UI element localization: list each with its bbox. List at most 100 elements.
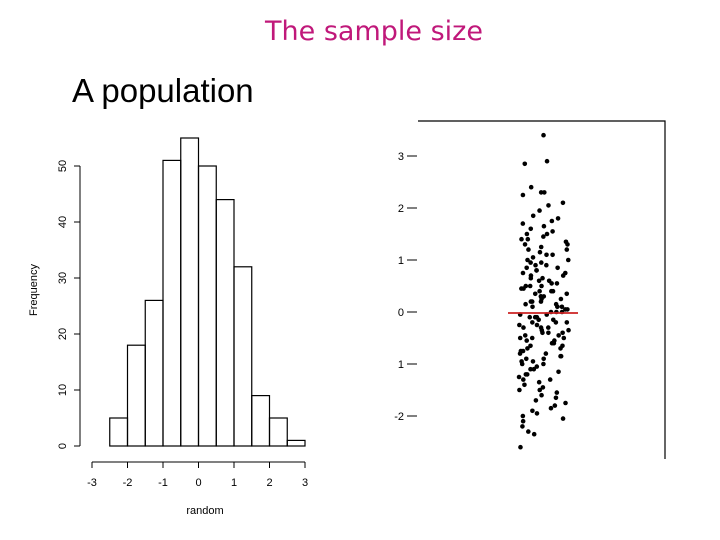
strip-point xyxy=(538,299,544,304)
strip-point xyxy=(517,387,522,393)
strip-point xyxy=(516,374,522,380)
strip-point xyxy=(556,333,561,338)
strip-point xyxy=(534,411,540,416)
strip-point xyxy=(528,226,534,232)
histogram-y-tick-label: 40 xyxy=(57,216,69,228)
strip-point xyxy=(538,190,544,195)
strip-point xyxy=(529,335,535,341)
strip-point xyxy=(565,242,570,247)
strip-point xyxy=(538,244,544,250)
strip-point xyxy=(534,322,540,328)
strip-point xyxy=(530,408,535,414)
strip-point xyxy=(522,382,527,388)
strip-point xyxy=(553,320,559,325)
strip-point xyxy=(519,236,524,242)
strip-point xyxy=(524,372,530,377)
histogram-x-tick-label: 3 xyxy=(302,477,308,489)
strip-point xyxy=(554,281,560,286)
slide-subtitle: A population xyxy=(72,72,254,109)
strip-point xyxy=(525,257,530,263)
strip-point xyxy=(563,307,568,312)
strip-point xyxy=(559,304,565,310)
strip-point xyxy=(520,424,525,429)
strip-point xyxy=(530,304,535,310)
strip-point xyxy=(523,356,529,362)
strip-point xyxy=(549,340,555,346)
strip-point xyxy=(536,379,542,385)
strip-point xyxy=(560,416,566,421)
strip-point xyxy=(546,203,551,208)
strip-point xyxy=(536,317,541,323)
strip-point xyxy=(530,320,535,325)
histogram-bar xyxy=(126,344,146,447)
strip-point xyxy=(555,265,560,271)
histogram-bar xyxy=(109,417,129,447)
strip-point xyxy=(560,200,566,206)
histogram-x-tick-label: 2 xyxy=(266,477,272,489)
histogram-x-tick-label: -1 xyxy=(158,477,168,489)
strip-point xyxy=(521,377,526,382)
strip-point xyxy=(546,330,551,336)
histogram-x-tick-label: 1 xyxy=(231,477,237,489)
strip-point xyxy=(564,291,570,297)
strip-point xyxy=(524,265,529,271)
strip-y-tick-label: -2 xyxy=(394,411,404,423)
strip-point xyxy=(520,270,526,276)
strip-point xyxy=(531,431,537,437)
strip-point xyxy=(518,444,523,450)
histogram-bar xyxy=(233,266,253,447)
strip-point xyxy=(560,330,565,336)
slide-title: The sample size xyxy=(265,16,483,47)
histogram-bar xyxy=(286,439,306,447)
histogram-x-axis-title: random xyxy=(186,505,223,517)
strip-point xyxy=(542,190,547,195)
strip-point xyxy=(564,320,570,325)
strip-point xyxy=(533,262,538,268)
strip-point xyxy=(550,229,555,234)
strip-point xyxy=(526,247,531,252)
strip-point xyxy=(522,333,528,338)
strip-point xyxy=(539,392,544,398)
strip-point xyxy=(544,262,549,268)
strip-y-tick-label: 0 xyxy=(398,307,404,319)
strip-point xyxy=(560,273,566,278)
strip-point xyxy=(537,288,542,294)
strip-point xyxy=(541,361,546,367)
strip-y-tick-label: 1 xyxy=(398,255,404,267)
strip-point xyxy=(530,255,536,260)
strip-point xyxy=(528,343,533,349)
strip-point xyxy=(558,346,563,351)
strip-point xyxy=(540,330,545,336)
histogram-y-tick-label: 20 xyxy=(57,328,69,340)
strip-point xyxy=(564,247,570,252)
strip-y-tick-label: 3 xyxy=(398,151,404,163)
strip-y-tick-label: 2 xyxy=(398,203,404,215)
strip-point xyxy=(541,356,547,362)
strip-point xyxy=(540,275,545,281)
strip-point xyxy=(517,335,523,341)
strip-point xyxy=(541,132,546,138)
strip-point xyxy=(558,296,564,302)
strip-point xyxy=(545,325,551,330)
histogram-y-axis: 0 10 20 30 40 50 xyxy=(57,160,81,449)
histogram-chart: -3 -2 -1 0 1 2 3 0 10 20 30 40 50 random Frequency xyxy=(28,137,308,517)
strip-point xyxy=(528,366,533,372)
strip-point xyxy=(547,377,553,382)
strip-point xyxy=(530,213,536,219)
strip-point xyxy=(517,322,522,328)
strip-point xyxy=(549,218,555,224)
strip-point xyxy=(549,281,554,286)
histogram-y-tick-label: 50 xyxy=(57,160,69,172)
histogram-y-tick-label: 0 xyxy=(57,443,69,449)
strip-point xyxy=(541,234,546,239)
strip-point xyxy=(538,260,544,265)
strip-point xyxy=(534,364,540,369)
strip-point xyxy=(528,275,534,281)
histogram-y-tick-label: 30 xyxy=(57,272,69,284)
strip-point xyxy=(556,369,561,375)
strip-point xyxy=(527,283,533,289)
histogram-x-tick-label: -3 xyxy=(87,477,97,489)
strip-point xyxy=(520,221,526,226)
strip-point xyxy=(525,236,531,242)
strip-point xyxy=(519,361,525,367)
